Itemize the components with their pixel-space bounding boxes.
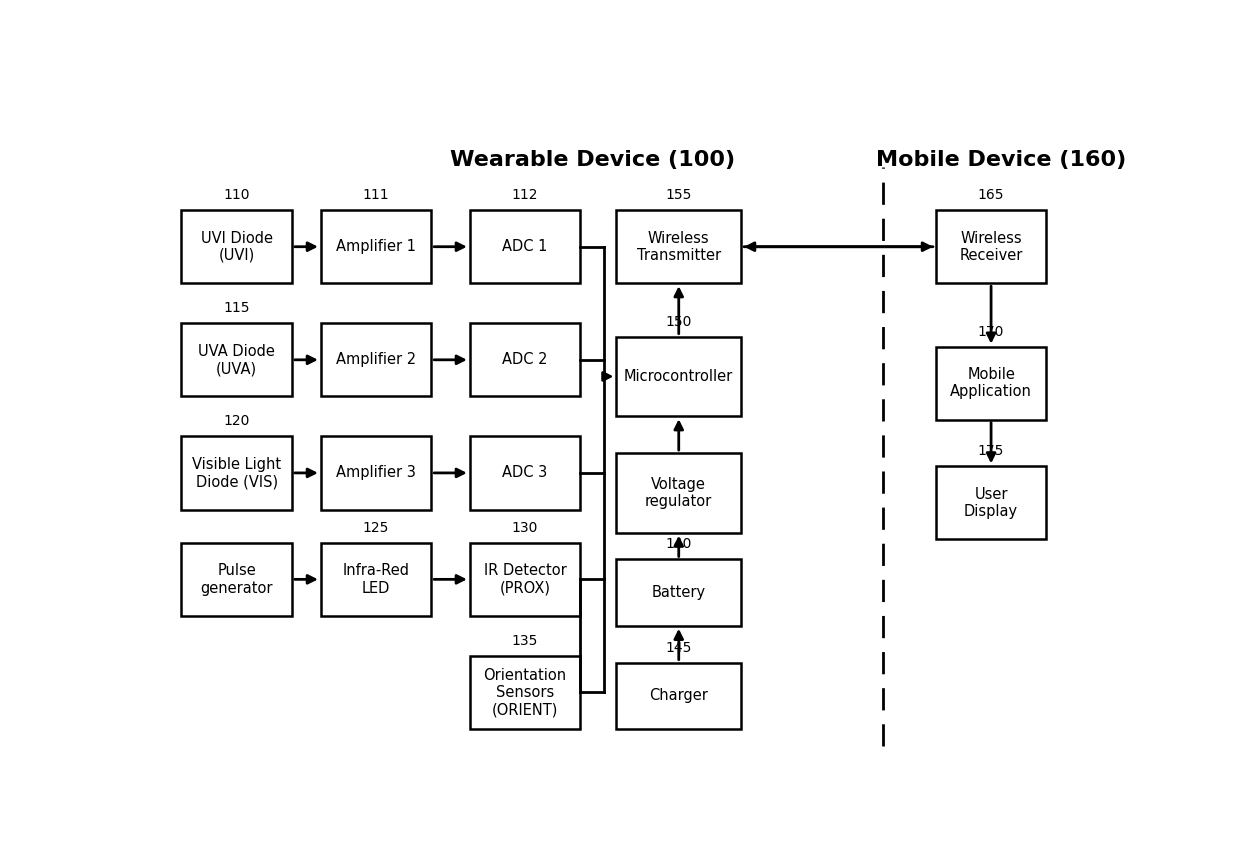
Bar — [470, 436, 580, 510]
Text: 135: 135 — [512, 634, 538, 648]
Text: Amplifier 2: Amplifier 2 — [336, 353, 417, 367]
Text: 115: 115 — [223, 302, 250, 315]
Bar — [470, 210, 580, 283]
Text: User
Display: User Display — [963, 486, 1018, 519]
Text: 150: 150 — [666, 314, 692, 328]
Text: Infra-Red
LED: Infra-Red LED — [342, 563, 409, 595]
Text: 140: 140 — [666, 537, 692, 551]
Text: 110: 110 — [223, 188, 250, 202]
Bar — [321, 543, 432, 616]
Text: ADC 3: ADC 3 — [502, 466, 548, 480]
Text: Mobile
Application: Mobile Application — [950, 367, 1032, 399]
Bar — [616, 453, 742, 533]
Text: 130: 130 — [512, 521, 538, 535]
Bar — [181, 210, 291, 283]
Text: Pulse
generator: Pulse generator — [201, 563, 273, 595]
Text: Microcontroller: Microcontroller — [624, 369, 733, 384]
Text: IR Detector
(PROX): IR Detector (PROX) — [484, 563, 567, 595]
Bar — [936, 467, 1047, 539]
Bar — [470, 656, 580, 729]
Text: 112: 112 — [512, 188, 538, 202]
Bar — [616, 663, 742, 729]
Bar — [936, 346, 1047, 420]
Bar — [936, 210, 1047, 283]
Text: Visible Light
Diode (VIS): Visible Light Diode (VIS) — [192, 457, 281, 489]
Text: 125: 125 — [363, 521, 389, 535]
Text: 111: 111 — [363, 188, 389, 202]
Text: UVI Diode
(UVI): UVI Diode (UVI) — [201, 231, 273, 263]
Text: Charger: Charger — [650, 689, 708, 703]
Text: 155: 155 — [666, 188, 692, 202]
Bar — [181, 543, 291, 616]
Text: UVA Diode
(UVA): UVA Diode (UVA) — [198, 344, 275, 376]
Text: Wearable Device (100): Wearable Device (100) — [450, 150, 735, 170]
Text: Mobile Device (160): Mobile Device (160) — [875, 150, 1126, 170]
Bar — [181, 323, 291, 397]
Text: Amplifier 1: Amplifier 1 — [336, 239, 417, 254]
Text: ADC 2: ADC 2 — [502, 353, 548, 367]
Text: 165: 165 — [978, 188, 1004, 202]
Text: 145: 145 — [666, 640, 692, 655]
Text: Voltage
regulator: Voltage regulator — [645, 477, 712, 509]
Bar — [616, 559, 742, 626]
Text: 175: 175 — [978, 444, 1004, 458]
Text: Amplifier 3: Amplifier 3 — [336, 466, 415, 480]
Text: Wireless
Receiver: Wireless Receiver — [960, 231, 1023, 263]
Bar — [470, 323, 580, 397]
Bar — [616, 210, 742, 283]
Text: Wireless
Transmitter: Wireless Transmitter — [636, 231, 720, 263]
Text: ADC 1: ADC 1 — [502, 239, 548, 254]
Bar — [321, 323, 432, 397]
Text: Orientation
Sensors
(ORIENT): Orientation Sensors (ORIENT) — [484, 668, 567, 717]
Bar — [470, 543, 580, 616]
Text: 170: 170 — [978, 325, 1004, 339]
Bar — [616, 336, 742, 416]
Bar — [321, 436, 432, 510]
Text: Battery: Battery — [652, 585, 706, 600]
Bar — [321, 210, 432, 283]
Text: 120: 120 — [223, 415, 250, 429]
Bar — [181, 436, 291, 510]
